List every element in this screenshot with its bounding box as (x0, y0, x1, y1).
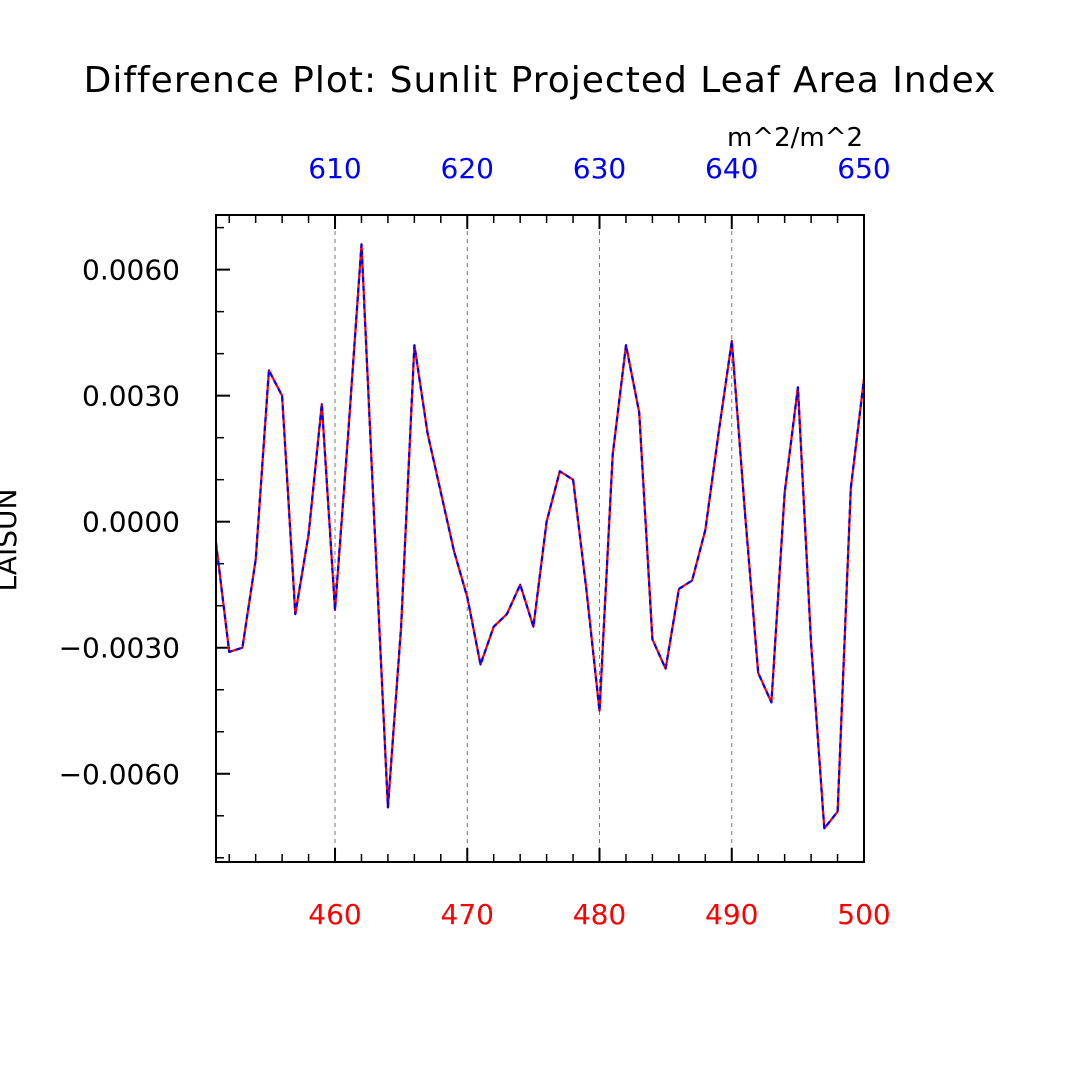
data-point (717, 432, 720, 435)
data-point (400, 625, 402, 628)
y-tick-label: −0.0030 (59, 632, 180, 665)
data-point (691, 579, 693, 582)
data-point (559, 470, 561, 473)
data-point (294, 613, 297, 615)
series-line-solid (214, 243, 866, 830)
data-point (347, 432, 350, 435)
plot-frame (215, 214, 865, 863)
data-point (519, 583, 521, 586)
data-point (281, 394, 283, 397)
data-point (506, 613, 508, 615)
data-point (611, 453, 614, 456)
data-point (426, 432, 429, 435)
series-line-dashed (214, 243, 866, 830)
data-point (598, 709, 601, 712)
data-point (744, 512, 746, 515)
data-point (664, 667, 667, 670)
x-tick-label-bottom: 490 (705, 898, 758, 931)
gridlines (334, 215, 733, 862)
data-point (307, 533, 310, 536)
data-point (625, 344, 627, 347)
x-tick-label-top: 620 (441, 152, 494, 185)
data-point (704, 529, 707, 531)
data-point (545, 520, 548, 523)
x-tick-label-top: 610 (308, 152, 361, 185)
chart-title: Difference Plot: Sunlit Projected Leaf A… (84, 60, 997, 101)
data-point (387, 806, 389, 809)
data-point (810, 642, 812, 645)
data-point (228, 651, 231, 653)
data-point (823, 827, 826, 830)
x-tick-label-bottom: 470 (441, 898, 494, 931)
data-point (334, 609, 336, 611)
y-tick-label: 0.0060 (82, 254, 180, 287)
data-point (479, 663, 482, 666)
data-point (585, 588, 588, 590)
tick-marks (216, 215, 865, 862)
data-point (532, 625, 535, 628)
data-point (572, 478, 574, 481)
data-point (849, 487, 852, 489)
data-point (651, 638, 654, 641)
y-tick-labels: 0.0060 0.0030 0.0000 −0.0030 −0.0060 (59, 254, 180, 791)
data-point (373, 529, 376, 531)
x-tick-label-top: 630 (573, 152, 626, 185)
data-point (797, 386, 799, 389)
data-point (730, 340, 733, 342)
data-point (757, 672, 760, 674)
data-point (254, 558, 257, 561)
x-tick-label-bottom: 460 (308, 898, 361, 931)
x-tick-label-top: 640 (705, 152, 758, 185)
data-point (466, 596, 469, 599)
units-label: m^2/m^2 (727, 123, 863, 153)
y-tick-label: 0.0030 (82, 380, 180, 413)
data-point (440, 491, 442, 494)
data-point (770, 701, 773, 704)
x-tick-label-top: 650 (837, 152, 890, 185)
data-point (783, 491, 786, 494)
y-tick-label: 0.0000 (82, 506, 180, 539)
data-point (413, 344, 416, 347)
data-point (836, 810, 839, 813)
x-tick-labels-bottom: 460 470 480 490 500 (308, 898, 890, 931)
data-point (638, 411, 640, 414)
data-point (241, 646, 244, 649)
x-tick-label-bottom: 500 (837, 898, 890, 931)
data-point (453, 550, 455, 552)
data-point (492, 625, 495, 628)
data-point (320, 403, 323, 405)
data-point (678, 588, 680, 590)
y-axis-label: LAISUN (0, 489, 23, 592)
y-tick-label: −0.0060 (59, 758, 180, 791)
x-tick-label-bottom: 480 (573, 898, 626, 931)
data-point (360, 243, 363, 246)
x-tick-labels-top: 610 620 630 640 650 (308, 152, 890, 185)
series-group (214, 243, 866, 830)
data-point (268, 369, 270, 372)
